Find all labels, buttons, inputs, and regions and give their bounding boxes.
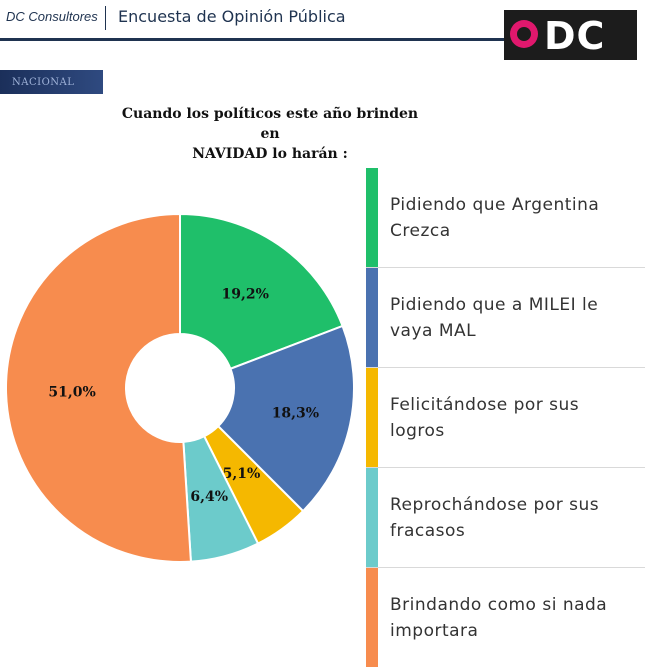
legend-swatch (366, 168, 378, 267)
slice-data-label: 6,4% (190, 489, 228, 505)
logo-text: DC (544, 14, 606, 58)
survey-title: Encuesta de Opinión Pública (118, 7, 346, 26)
chart-title-line1: Cuando los políticos este año brinden en (121, 106, 419, 142)
legend-item: Reprochándose por sus fracasos (366, 468, 645, 568)
donut-chart: 19,2% 18,3% 5,1% 6,4% 51,0% (5, 212, 355, 563)
legend-swatch (366, 368, 378, 467)
chart-title: Cuando los políticos este año brinden en… (120, 104, 420, 164)
pie-slice (216, 324, 355, 513)
chart-legend: Pidiendo que Argentina Crezca Pidiendo que… (366, 168, 645, 667)
slice-data-label: 19,2% (222, 286, 269, 302)
legend-label: Felicitándose por sus logros (390, 395, 580, 441)
legend-label: Brindando como si nada importara (390, 595, 608, 641)
legend-swatch (366, 268, 378, 367)
legend-label: Reprochándose por sus fracasos (390, 495, 600, 541)
legend-label: Pidiendo que a MILEI le vaya MAL (390, 295, 599, 341)
slice-data-label: 51,0% (48, 384, 95, 400)
brand-name: DC Consultores (6, 9, 98, 24)
legend-item: Pidiendo que Argentina Crezca (366, 168, 645, 268)
header-rule (0, 38, 510, 41)
odc-logo: DC (504, 10, 637, 60)
slice-data-label: 5,1% (223, 466, 261, 482)
legend-item: Brindando como si nada importara (366, 568, 645, 667)
legend-swatch (366, 568, 378, 667)
pie-slice (5, 212, 192, 563)
legend-item: Felicitándose por sus logros (366, 368, 645, 468)
chart-title-line2: NAVIDAD lo harán : (192, 146, 348, 162)
legend-item: Pidiendo que a MILEI le vaya MAL (366, 268, 645, 368)
header-divider (105, 6, 106, 30)
logo-o-icon (510, 20, 538, 48)
section-tag-label: NACIONAL (12, 77, 75, 88)
section-tag: NACIONAL (0, 70, 103, 94)
legend-label: Pidiendo que Argentina Crezca (390, 195, 600, 241)
pie-slice (179, 212, 344, 371)
slice-data-label: 18,3% (272, 406, 319, 422)
legend-swatch (366, 468, 378, 567)
header: DC Consultores Encuesta de Opinión Públi… (0, 0, 645, 60)
